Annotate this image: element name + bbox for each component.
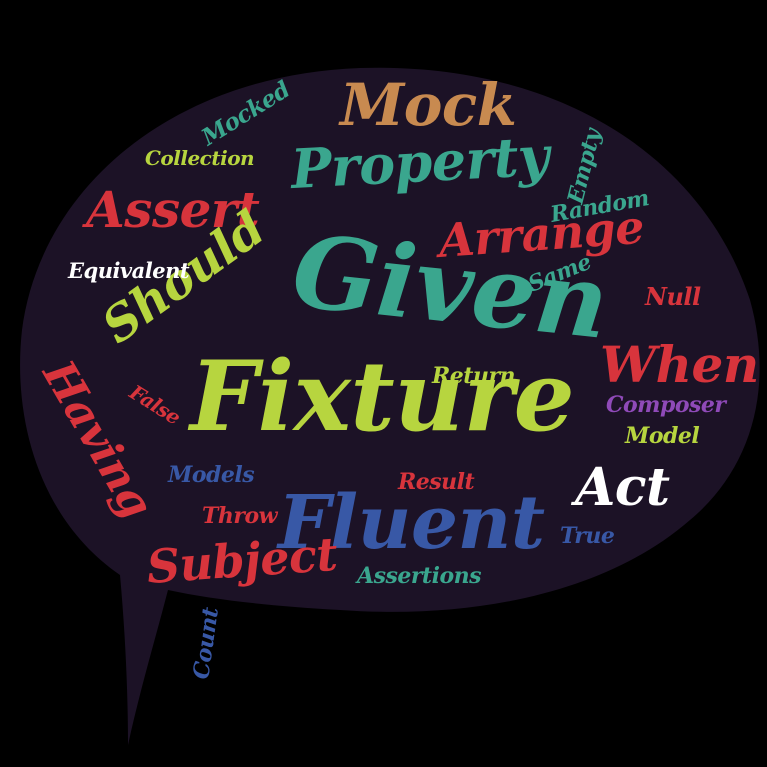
word-true: True <box>560 523 615 549</box>
word-null: Null <box>644 282 701 311</box>
word-composer: Composer <box>606 392 727 418</box>
word-fluent: Fluent <box>276 480 545 566</box>
word-act: Act <box>570 457 670 518</box>
word-when: When <box>600 335 759 394</box>
word-throw: Throw <box>202 503 279 529</box>
word-assertions: Assertions <box>355 563 481 589</box>
word-mock: Mock <box>338 71 516 139</box>
word-models: Models <box>167 462 254 488</box>
word-fixture: Fixture <box>187 340 574 453</box>
word-assert: Assert <box>82 180 260 239</box>
word-collection: Collection <box>145 146 254 170</box>
word-return: Return <box>431 363 515 389</box>
word-equivalent: Equivalent <box>67 258 190 283</box>
word-model: Model <box>624 423 699 449</box>
speech-bubble <box>20 67 760 745</box>
word-result: Result <box>397 469 475 495</box>
word-subject: Subject <box>145 527 339 594</box>
word-property: Property <box>287 123 554 201</box>
